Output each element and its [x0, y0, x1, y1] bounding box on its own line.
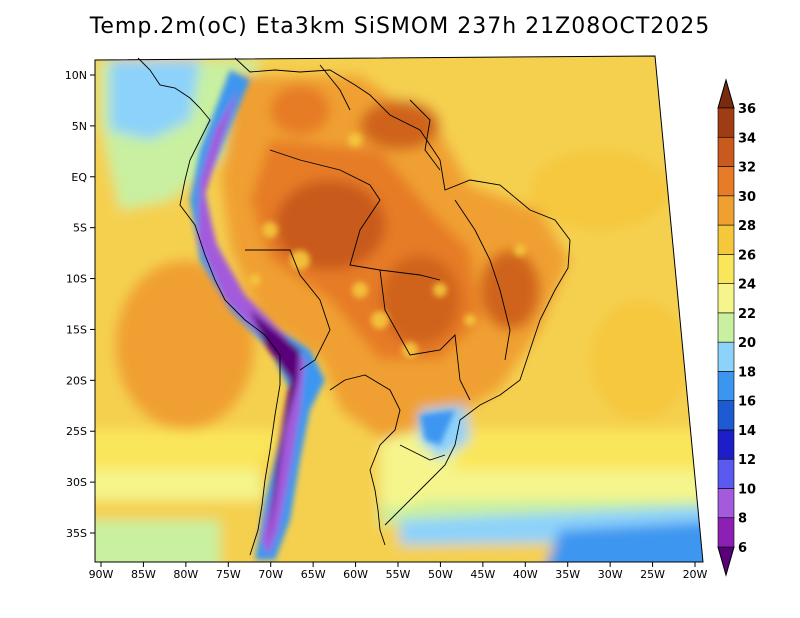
latitude-labels: 10N 5N EQ 5S 10S 15S 20S 25S 30S 35S — [65, 69, 88, 540]
lat-label: 10S — [66, 273, 87, 286]
colorbar-min-arrow — [717, 546, 735, 577]
colorbar-label: 32 — [738, 161, 756, 176]
lat-label: 5N — [72, 120, 87, 133]
colorbar-label: 24 — [738, 278, 756, 293]
colorbar-label: 20 — [738, 336, 756, 351]
coastline-borders — [137, 57, 571, 556]
colorbar-swatch — [717, 254, 735, 284]
colorbar-label: 18 — [738, 365, 756, 380]
lat-label: 10N — [65, 69, 87, 82]
colorbar-swatch — [717, 283, 735, 314]
lat-label: 15S — [66, 323, 87, 336]
colorbar-swatch — [717, 166, 735, 197]
colorbar-swatch — [717, 136, 735, 167]
colorbar-label: 6 — [738, 541, 747, 556]
lat-label: 30S — [66, 476, 87, 489]
colorbar-swatch — [717, 458, 735, 489]
longitude-labels: 90W 85W 80W 75W 70W 65W 60W 55W 50W 45W 40W 35W 30W 2… — [89, 568, 708, 581]
temperature-field — [95, 56, 703, 562]
colorbar-label: 30 — [738, 190, 756, 205]
colorbar-swatch — [717, 429, 735, 460]
colorbar-label: 26 — [738, 248, 756, 263]
lon-label: 25W — [640, 568, 665, 581]
colorbar-swatch — [717, 195, 735, 226]
lon-label: 35W — [555, 568, 580, 581]
lon-label: 90W — [89, 568, 114, 581]
colorbar-label: 34 — [738, 131, 756, 146]
colorbar-swatch — [717, 400, 735, 431]
colorbar-swatch — [717, 107, 735, 138]
colorbar: 6 8 10 12 14 16 18 20 22 24 26 28 30 32 34 36 — [717, 78, 756, 577]
colorbar-swatch — [717, 312, 735, 343]
colorbar-label: 22 — [738, 307, 756, 322]
colorbar-label: 12 — [738, 453, 756, 468]
colorbar-label: 14 — [738, 424, 756, 439]
colorbar-label: 10 — [738, 482, 756, 497]
colorbar-label: 36 — [738, 102, 756, 117]
map-frame — [94, 55, 704, 563]
lon-label: 80W — [173, 568, 198, 581]
lon-label: 60W — [343, 568, 368, 581]
colorbar-swatch — [717, 371, 735, 401]
lon-label: 30W — [598, 568, 623, 581]
lat-label: EQ — [71, 171, 87, 184]
lat-label: 20S — [66, 374, 87, 387]
colorbar-max-arrow — [717, 78, 735, 109]
lon-label: 65W — [301, 568, 326, 581]
lon-label: 45W — [470, 568, 495, 581]
colorbar-swatch — [717, 341, 735, 372]
lon-label: 20W — [683, 568, 708, 581]
lat-label: 25S — [66, 425, 87, 438]
lon-label: 70W — [258, 568, 283, 581]
lon-label: 75W — [216, 568, 241, 581]
colorbar-label: 28 — [738, 219, 756, 234]
colorbar-swatch — [717, 224, 735, 255]
colorbar-label: 8 — [738, 512, 747, 527]
lon-label: 85W — [131, 568, 156, 581]
colorbar-swatch — [717, 517, 735, 548]
colorbar-swatch — [717, 488, 735, 519]
lon-label: 40W — [513, 568, 538, 581]
axis-ticks — [90, 74, 696, 567]
map-title: Temp.2m(oC) Eta3km SiSMOM 237h 21Z08OCT2… — [89, 14, 711, 39]
colorbar-label: 16 — [738, 395, 756, 410]
lat-label: 35S — [66, 527, 87, 540]
lon-label: 55W — [386, 568, 411, 581]
lon-label: 50W — [428, 568, 453, 581]
lat-label: 5S — [73, 222, 87, 235]
